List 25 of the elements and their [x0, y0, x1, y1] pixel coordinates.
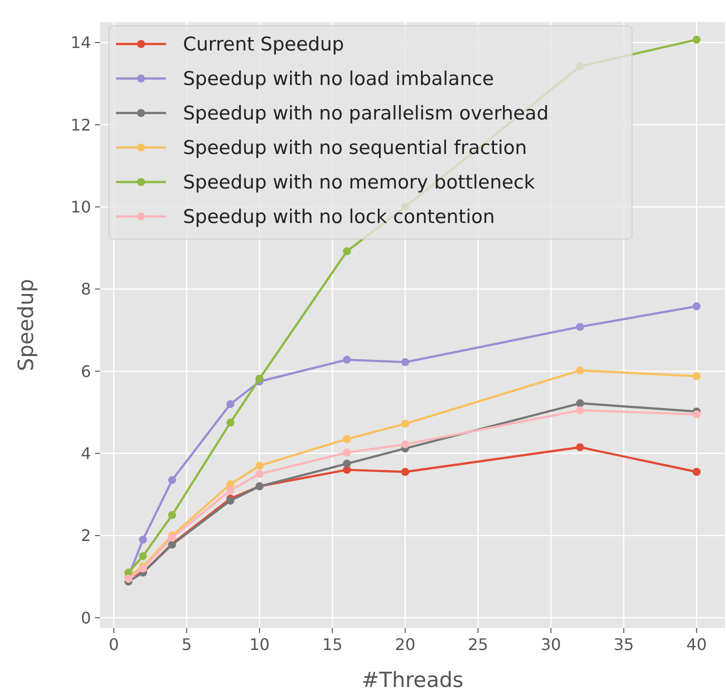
- legend-label: Current Speedup: [183, 34, 344, 56]
- legend-label: Speedup with no load imbalance: [183, 68, 494, 90]
- y-axis-title: Speedup: [14, 278, 38, 372]
- x-tick-label: 25: [468, 635, 488, 654]
- x-tick-label: 5: [182, 635, 192, 654]
- x-tick-label: 20: [395, 635, 416, 654]
- y-tick-label: 8: [80, 280, 91, 299]
- y-tick-label: 2: [80, 526, 91, 546]
- y-tick-label: 10: [70, 197, 91, 216]
- x-tick-label: 40: [686, 635, 707, 654]
- legend-label: Speedup with no lock contention: [183, 206, 495, 228]
- y-tick-label: 14: [70, 33, 91, 52]
- y-tick-label: 12: [70, 115, 91, 134]
- x-axis-title: #Threads: [362, 668, 464, 692]
- x-tick-label: 0: [108, 635, 119, 654]
- legend-label: Speedup with no sequential fraction: [183, 137, 527, 160]
- x-tick-label: 10: [249, 635, 270, 654]
- y-tick-label: 6: [80, 362, 91, 381]
- legend-label: Speedup with no parallelism overhead: [183, 102, 549, 125]
- legend-label: Speedup with no memory bottleneck: [183, 172, 535, 194]
- y-tick-label: 0: [80, 608, 91, 628]
- x-tick-label: 15: [322, 635, 343, 654]
- x-tick-label: 30: [540, 635, 562, 654]
- y-tick-label: 4: [80, 444, 91, 463]
- x-tick-label: 35: [614, 635, 634, 654]
